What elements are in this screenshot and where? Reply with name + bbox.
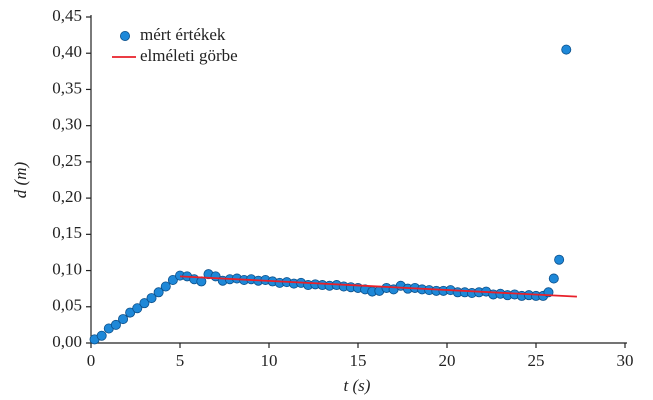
- data-point: [167, 274, 178, 285]
- y-tick-label: 0,45: [52, 6, 82, 25]
- data-point: [110, 319, 121, 330]
- x-tick-label: 30: [617, 351, 634, 370]
- data-point: [160, 281, 171, 292]
- x-axis-label: t (s): [344, 376, 371, 395]
- y-tick-label: 0,20: [52, 187, 82, 206]
- legend-marker: [120, 30, 131, 41]
- x-tick-label: 10: [261, 351, 278, 370]
- legend-label: mért értékek: [140, 25, 226, 44]
- data-point: [96, 330, 107, 341]
- y-tick-label: 0,10: [52, 259, 82, 278]
- x-tick-label: 5: [176, 351, 185, 370]
- y-tick-label: 0,35: [52, 78, 82, 97]
- y-tick-label: 0,15: [52, 223, 82, 242]
- data-point: [118, 314, 129, 325]
- y-axis-label: d (m): [11, 161, 30, 198]
- data-point: [139, 298, 150, 309]
- y-tick-label: 0,30: [52, 115, 82, 134]
- y-tick-label: 0,00: [52, 332, 82, 351]
- y-tick-label: 0,05: [52, 296, 82, 315]
- y-tick-label: 0,25: [52, 151, 82, 170]
- legend-label: elméleti görbe: [140, 46, 238, 65]
- x-tick-label: 20: [439, 351, 456, 370]
- data-point: [132, 303, 143, 314]
- x-tick-label: 15: [350, 351, 367, 370]
- data-point: [561, 44, 572, 55]
- data-point: [554, 254, 565, 265]
- data-point: [125, 307, 136, 318]
- data-point: [548, 273, 559, 284]
- x-tick-label: 0: [87, 351, 96, 370]
- x-tick-label: 25: [528, 351, 545, 370]
- data-point: [153, 287, 164, 298]
- y-tick-label: 0,40: [52, 42, 82, 61]
- theory-line: [179, 275, 577, 298]
- data-point: [146, 293, 157, 304]
